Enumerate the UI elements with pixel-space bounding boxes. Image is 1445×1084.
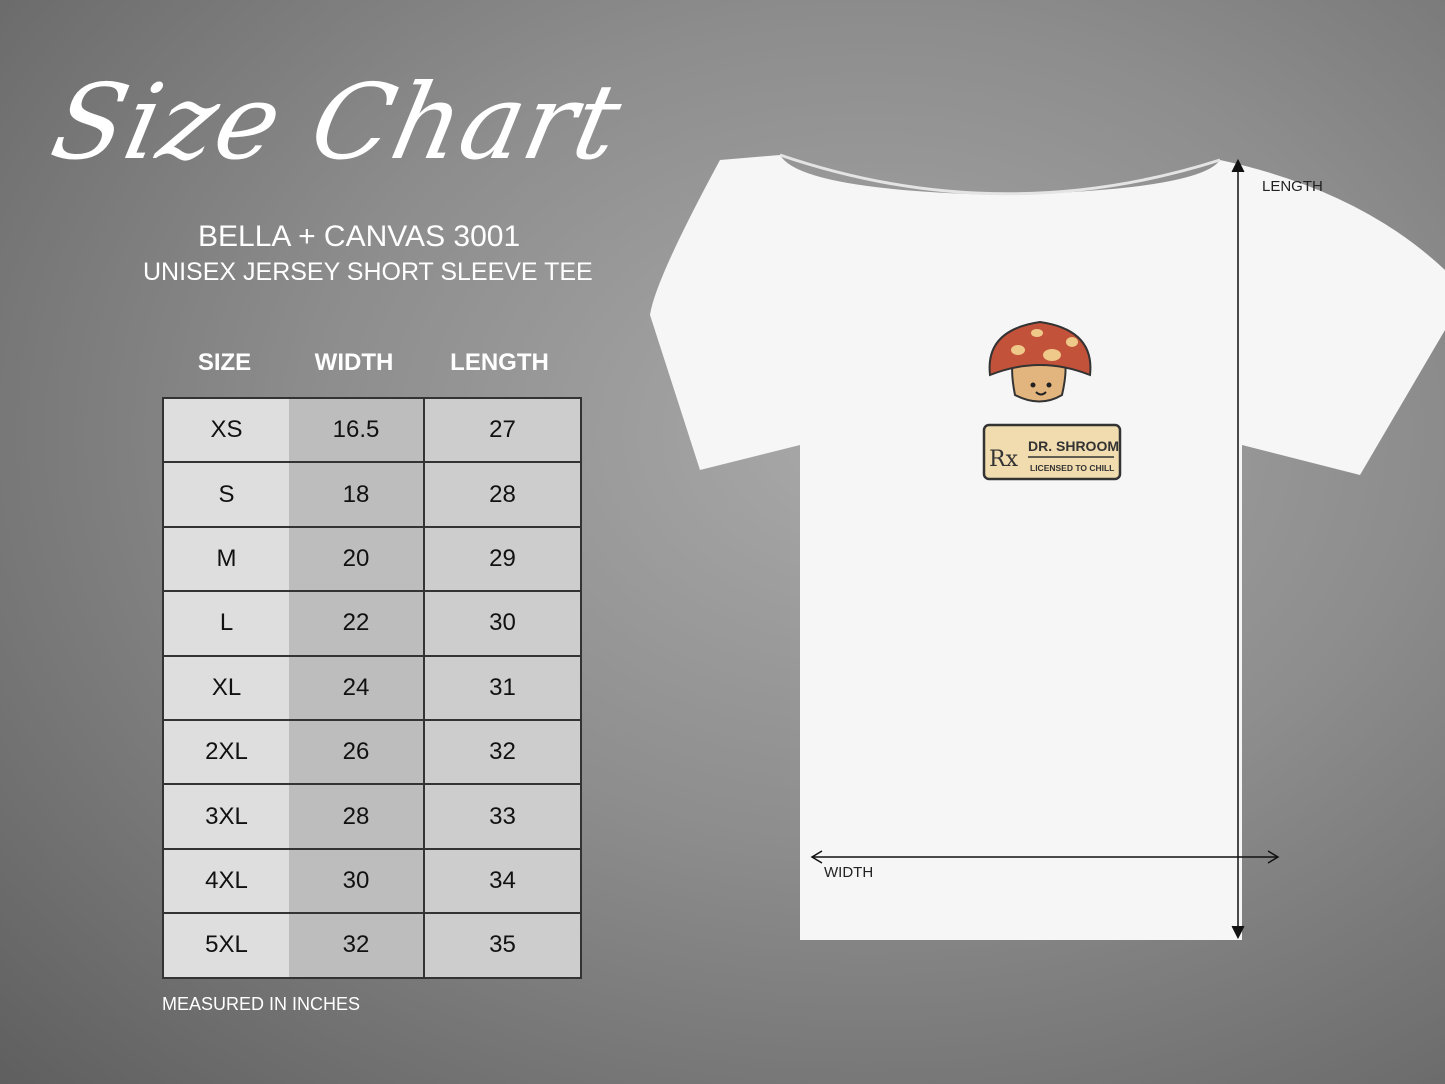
logo-rx: Rx [989, 447, 1019, 472]
table-row: XL 24 31 [163, 654, 581, 721]
width-arrow [810, 850, 1280, 864]
width-cell: 18 [289, 461, 425, 528]
width-cell: 22 [289, 590, 425, 657]
width-cell: 16.5 [289, 396, 425, 464]
brand-model: BELLA + CANVAS 3001 [198, 220, 521, 253]
product-subtitle: UNISEX JERSEY SHORT SLEEVE TEE [143, 258, 593, 286]
length-cell: 27 [424, 396, 581, 464]
length-cell: 31 [424, 654, 581, 721]
table-row: 2XL 26 32 [163, 718, 581, 786]
table-row: S 18 28 [163, 461, 581, 528]
table-row: 5XL 32 35 [163, 912, 581, 979]
table-row: 4XL 30 34 [163, 847, 581, 915]
header-size: SIZE [197, 349, 252, 376]
length-cell: 34 [424, 847, 581, 915]
size-cell: S [163, 461, 289, 528]
size-cell: 3XL [163, 783, 289, 850]
width-cell: 28 [289, 783, 425, 850]
length-cell: 28 [424, 461, 581, 528]
length-cell: 32 [424, 718, 581, 786]
size-cell: 2XL [163, 718, 289, 786]
header-width: WIDTH [314, 349, 394, 376]
width-cell: 30 [289, 847, 425, 915]
table-row: 3XL 28 33 [163, 783, 581, 850]
width-cell: 24 [289, 654, 425, 721]
size-table: XS 16.5 27 S 18 28 M 20 29 L 22 30 XL 24 31 2XL 26 32 3XL 2… [162, 396, 582, 979]
width-label: WIDTH [824, 864, 874, 881]
size-cell: L [163, 590, 289, 657]
width-cell: 20 [289, 525, 425, 593]
size-cell: XS [163, 396, 289, 464]
table-row: M 20 29 [163, 525, 581, 593]
width-cell: 26 [289, 718, 425, 786]
logo-tagline: LICENSED TO CHILL [1030, 463, 1114, 473]
table-row: XS 16.5 27 [163, 396, 581, 464]
length-cell: 35 [424, 912, 581, 979]
size-cell: 4XL [163, 847, 289, 915]
tshirt-image [650, 155, 1445, 940]
length-arrow [1231, 158, 1245, 940]
table-row: L 22 30 [163, 590, 581, 657]
units-note: MEASURED IN INCHES [162, 994, 361, 1014]
length-cell: 30 [424, 590, 581, 657]
header-length: LENGTH [450, 349, 549, 376]
length-cell: 29 [424, 525, 581, 593]
mushroom-logo: Rx DR. SHROOM LICENSED TO CHILL [982, 320, 1122, 481]
size-cell: 5XL [163, 912, 289, 979]
width-cell: 32 [289, 912, 425, 979]
size-cell: M [163, 525, 289, 593]
length-label: LENGTH [1262, 178, 1323, 195]
size-cell: XL [163, 654, 289, 721]
logo-name: DR. SHROOM [1028, 438, 1119, 454]
length-cell: 33 [424, 783, 581, 850]
